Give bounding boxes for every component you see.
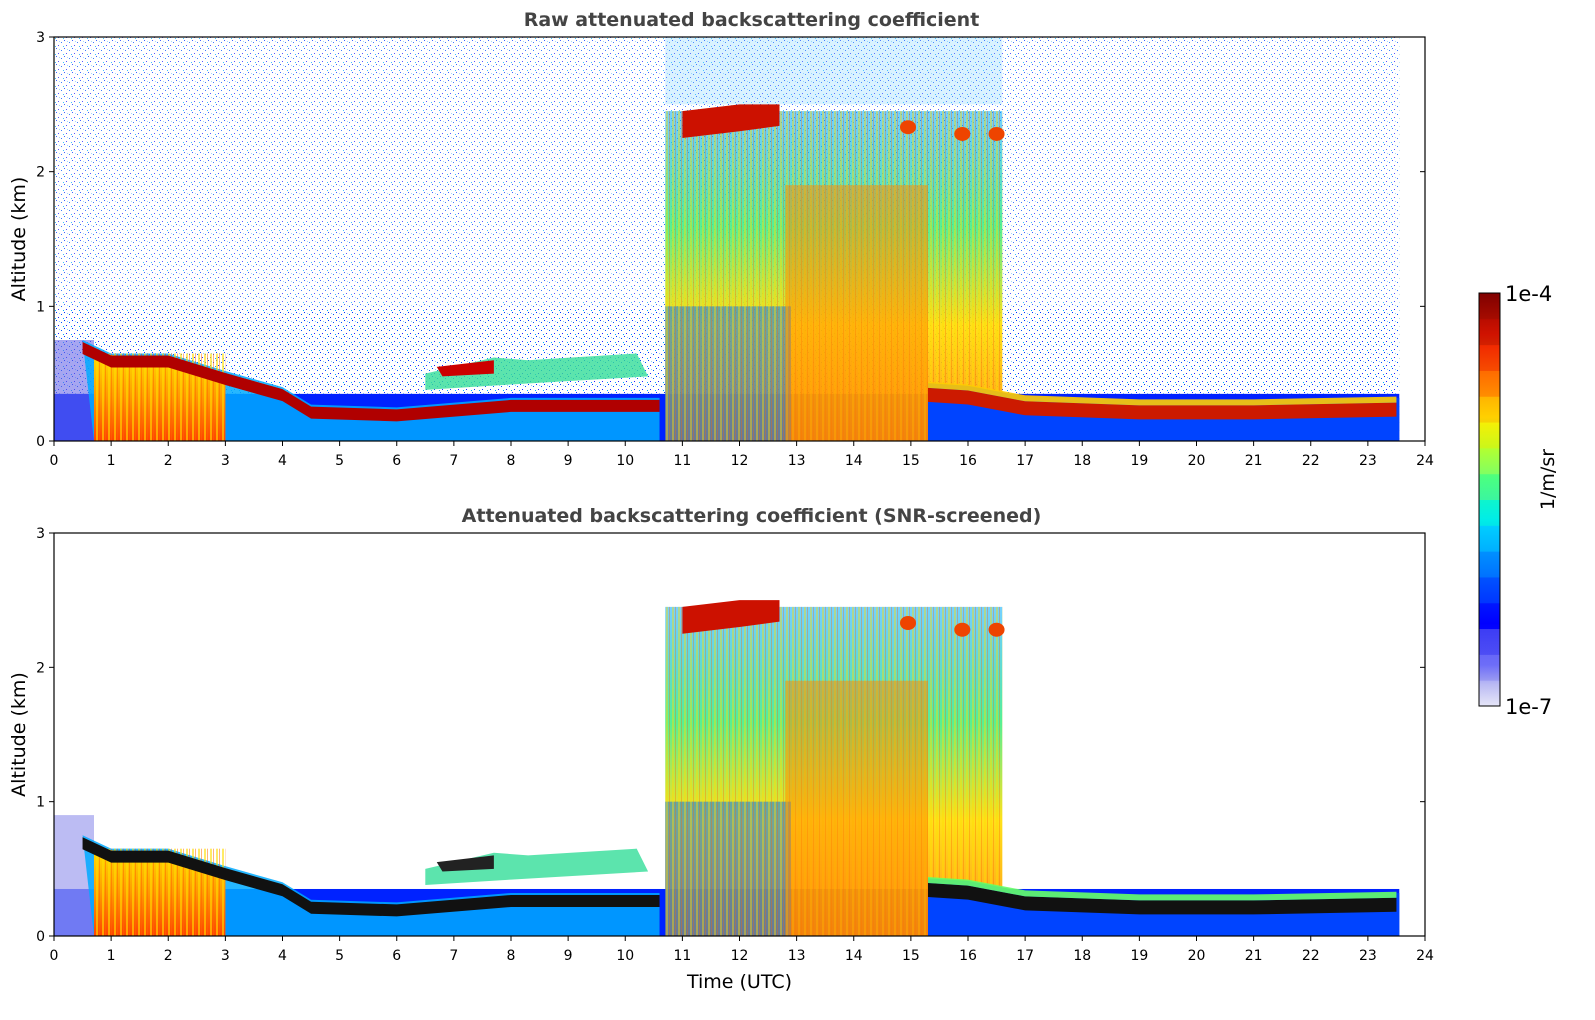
lofted-core [436, 360, 494, 377]
x-tick-label: 7 [449, 948, 458, 964]
colorbar-unit-label: 1/m/sr [1537, 449, 1559, 510]
convective-core [785, 185, 929, 441]
chart-title: Attenuated backscattering coefficient (S… [462, 505, 1042, 527]
x-tick-label: 6 [392, 453, 401, 469]
heatmap-field [54, 600, 1400, 936]
colorbar-blend [1479, 293, 1500, 706]
x-tick-label: 15 [902, 453, 920, 469]
x-tick-label: 20 [1188, 453, 1206, 469]
x-tick-label: 0 [50, 453, 59, 469]
y-axis-label: Altitude (km) [8, 672, 30, 797]
cloud-top-deck [682, 600, 780, 634]
x-tick-label: 10 [616, 453, 634, 469]
upper-noise [665, 37, 1003, 105]
y-tick-label: 3 [36, 526, 45, 542]
x-tick-label: 6 [392, 948, 401, 964]
x-tick-label: 5 [335, 948, 344, 964]
x-tick-label: 14 [845, 453, 863, 469]
x-tick-label: 3 [221, 453, 230, 469]
x-tick-label: 10 [616, 948, 634, 964]
x-tick-label: 20 [1188, 948, 1206, 964]
x-axis-label: Time (UTC) [686, 971, 792, 993]
afternoon-layer-halo [928, 381, 1397, 406]
y-axis-label: Altitude (km) [8, 177, 30, 302]
x-tick-label: 17 [1016, 948, 1034, 964]
x-tick-label: 13 [788, 948, 806, 964]
x-tick-label: 17 [1016, 453, 1034, 469]
x-tick-label: 24 [1416, 948, 1434, 964]
cloud-patch [900, 616, 917, 631]
heatmap-field [54, 37, 1400, 442]
y-tick-label: 1 [36, 795, 45, 811]
x-tick-label: 21 [1245, 453, 1263, 469]
y-tick-label: 3 [36, 30, 45, 46]
x-tick-label: 12 [731, 948, 749, 964]
cloud-patch [954, 126, 971, 141]
panel-snr-screened: 0 1 2 3 4 5 6 7 8 9 10 11 12 13 14 15 16 17 18 19 20 21 22 23 24… [8, 505, 1434, 993]
x-tick-label: 23 [1359, 948, 1377, 964]
y-tick-label: 2 [36, 660, 45, 676]
x-tick-label: 1 [107, 948, 116, 964]
cloud-patch [954, 622, 971, 637]
x-tick-label: 21 [1245, 948, 1263, 964]
residual-layer [82, 835, 660, 936]
x-tick-label: 14 [845, 948, 863, 964]
cloud-top-deck [682, 104, 780, 138]
x-tick-label: 8 [507, 948, 516, 964]
colorbar-frame [1478, 292, 1501, 707]
x-tick-label: 18 [1073, 453, 1091, 469]
x-tick-label: 19 [1130, 453, 1148, 469]
x-tick-label: 1 [107, 453, 116, 469]
residual-layer [82, 340, 660, 441]
y-tick-label: 1 [36, 299, 45, 315]
x-tick-label: 12 [731, 453, 749, 469]
x-tick-label: 11 [673, 948, 691, 964]
residual-layer-top-band [82, 342, 660, 422]
colorbar-max-label: 1e-4 [1505, 282, 1552, 306]
convective-core [785, 680, 929, 936]
x-tick-label: 2 [164, 948, 173, 964]
x-tick-label: 22 [1302, 453, 1320, 469]
x-tick-label: 4 [278, 453, 287, 469]
x-tick-label: 19 [1130, 948, 1148, 964]
cloud-patch [988, 622, 1005, 637]
x-tick-label: 4 [278, 948, 287, 964]
afternoon-layer-halo [928, 876, 1397, 901]
x-tick-label: 7 [449, 453, 458, 469]
x-tick-label: 18 [1073, 948, 1091, 964]
x-tick-label: 22 [1302, 948, 1320, 964]
x-tick-label: 16 [959, 453, 977, 469]
x-tick-label: 9 [564, 948, 573, 964]
x-tick-label: 8 [507, 453, 516, 469]
y-tick-label: 0 [36, 434, 45, 450]
x-tick-label: 2 [164, 453, 173, 469]
y-tick-label: 0 [36, 929, 45, 945]
x-tick-label: 24 [1416, 453, 1434, 469]
x-tick-label: 5 [335, 453, 344, 469]
lofted-core [436, 855, 494, 872]
x-tick-label: 11 [673, 453, 691, 469]
colorbar: 1e-4 1e-7 1/m/sr [1478, 282, 1559, 719]
residual-layer-top-band [82, 837, 660, 917]
panel-raw: 0 1 2 3 4 5 6 7 8 9 10 11 12 13 14 15 16 17 18 19 20 21 22 23 24… [8, 9, 1434, 469]
x-tick-label: 0 [50, 948, 59, 964]
chart-title: Raw attenuated backscattering coefficien… [524, 9, 980, 31]
y-tick-label: 2 [36, 165, 45, 181]
afternoon-layer-band [928, 387, 1397, 420]
x-tick-label: 15 [902, 948, 920, 964]
x-tick-label: 9 [564, 453, 573, 469]
x-tick-label: 23 [1359, 453, 1377, 469]
x-tick-label: 3 [221, 948, 230, 964]
x-tick-label: 16 [959, 948, 977, 964]
cloud-patch [900, 120, 917, 135]
x-tick-label: 13 [788, 453, 806, 469]
afternoon-layer-band [928, 882, 1397, 915]
colorbar-min-label: 1e-7 [1505, 695, 1552, 719]
cloud-patch [988, 126, 1005, 141]
